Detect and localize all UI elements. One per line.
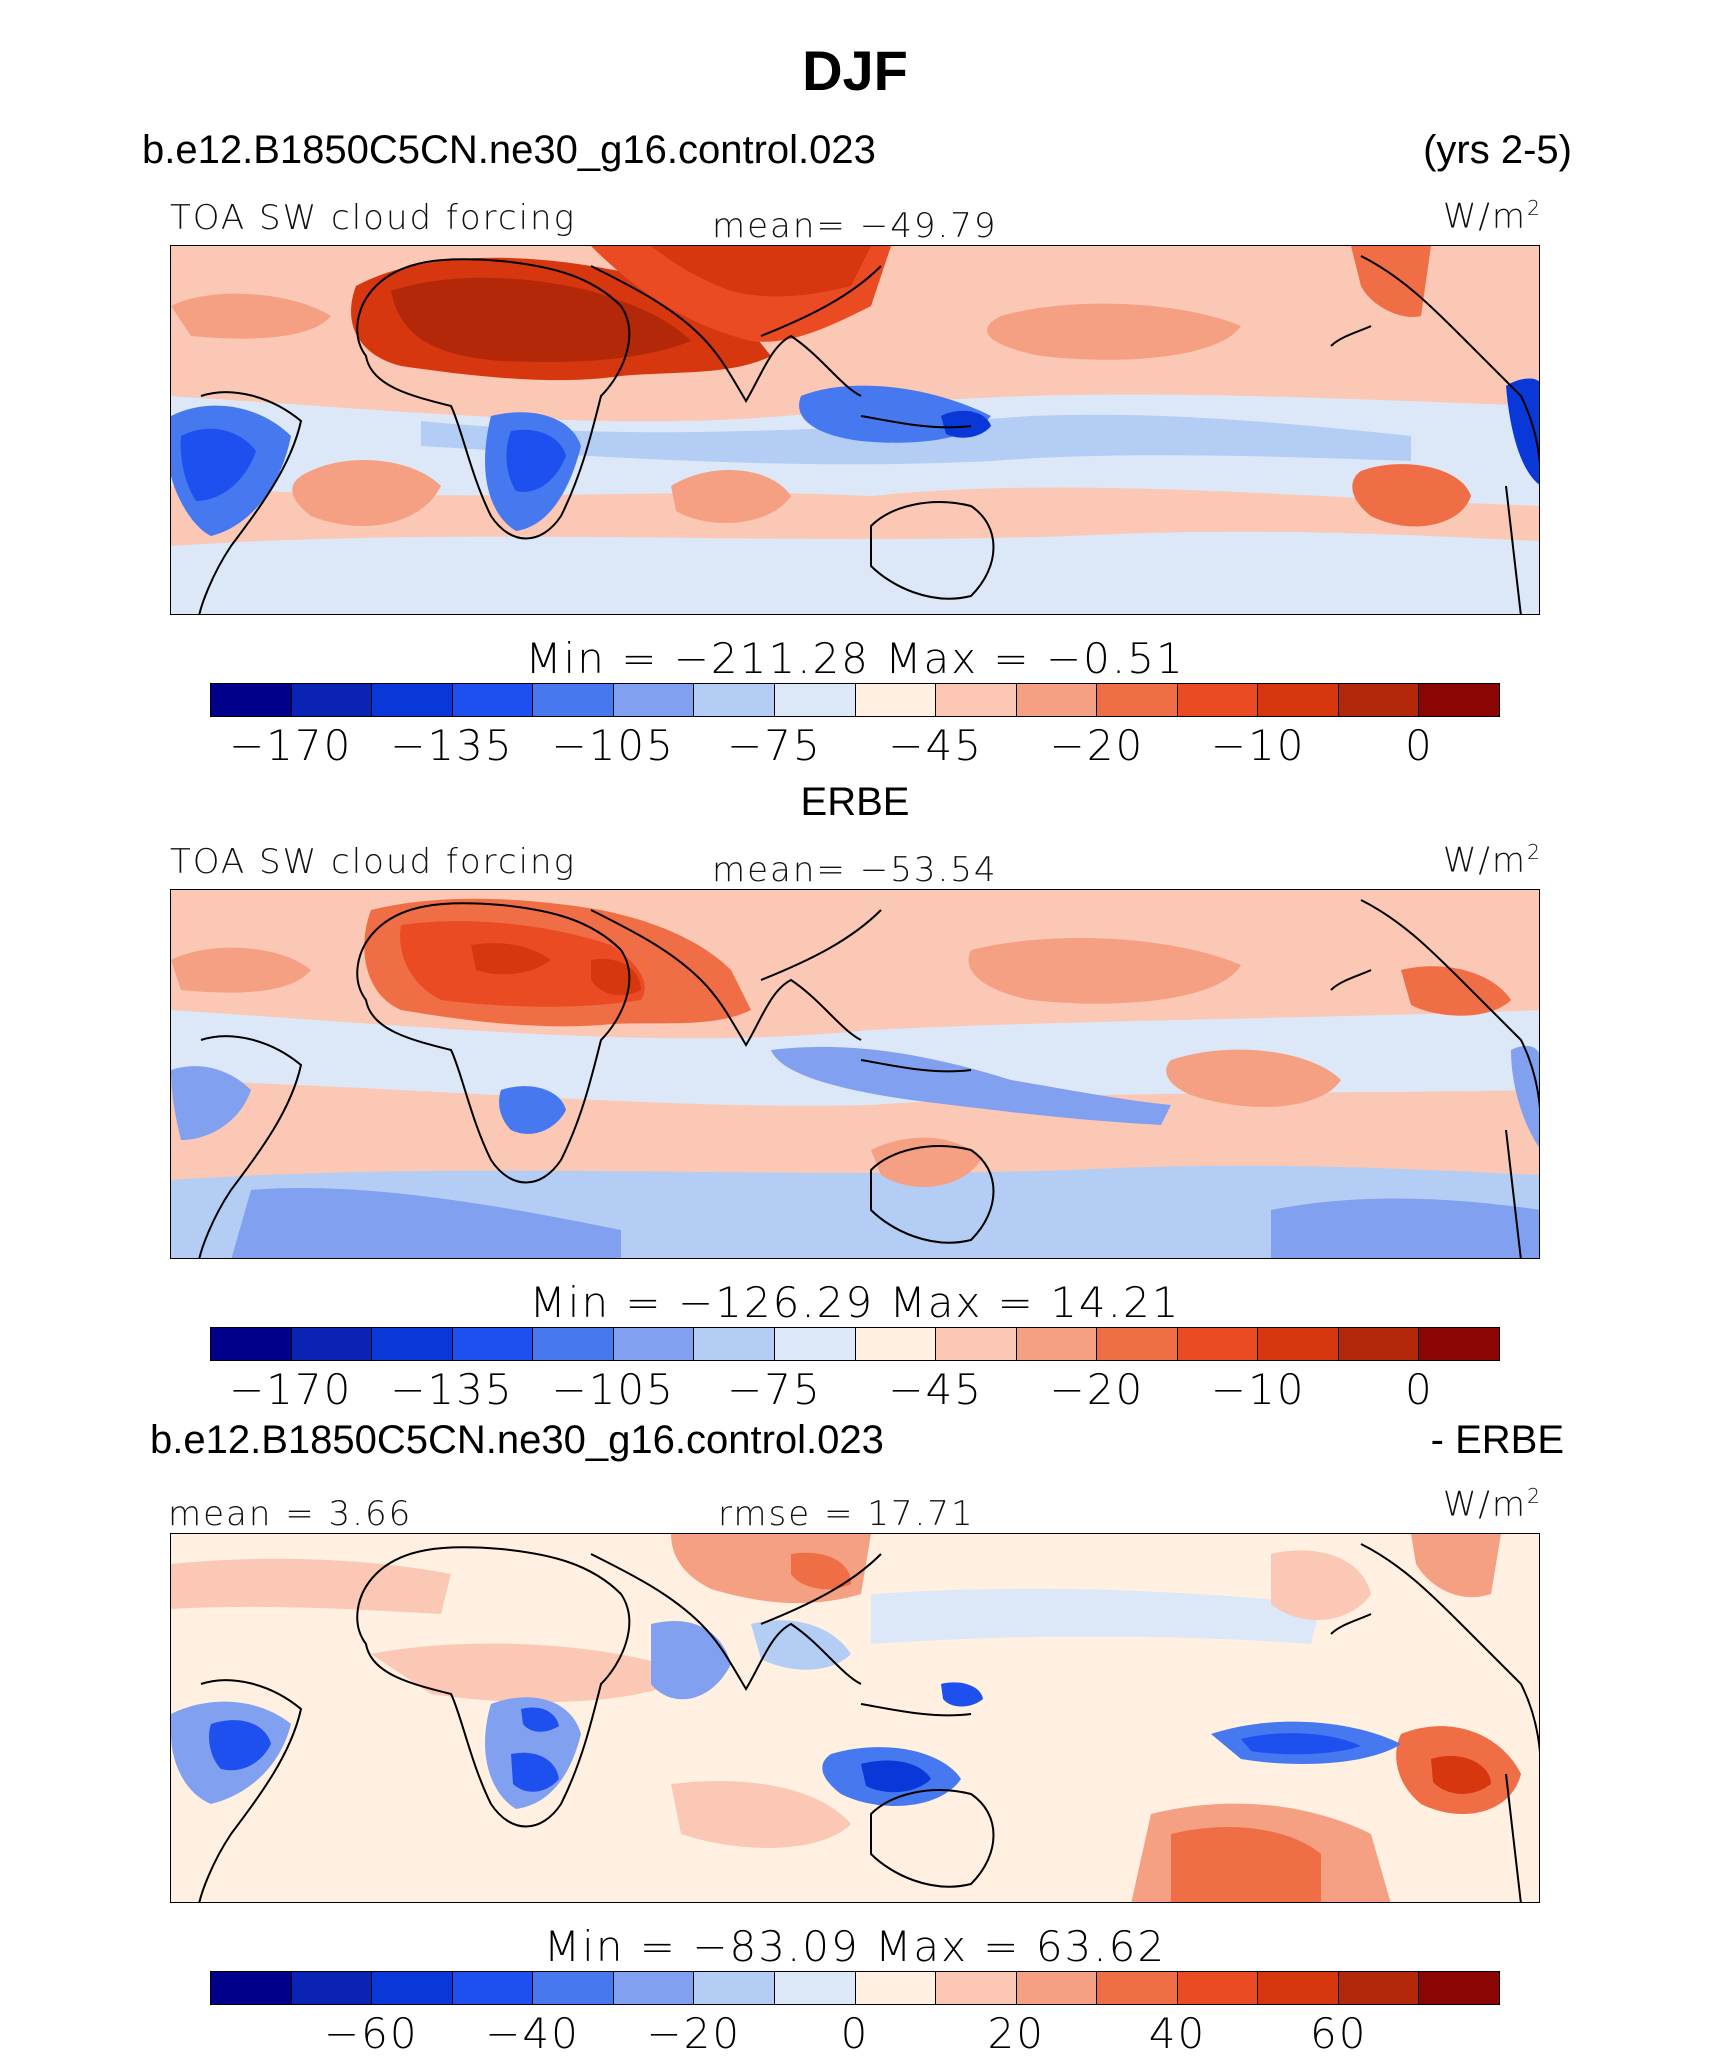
colorbar-tick-label: −40 <box>485 2009 580 2058</box>
colorbar-cell <box>533 684 614 716</box>
panel3-mean-label: mean = 3.66 <box>168 1494 413 1534</box>
colorbar-tick-label: 0 <box>1405 721 1434 770</box>
colorbar-cell <box>936 684 1017 716</box>
panel3-units-label: W/m2 <box>1442 1484 1542 1525</box>
colorbar-cell <box>694 1972 775 2004</box>
colorbar-cell <box>1177 684 1259 716</box>
colorbar-cell <box>694 684 775 716</box>
colorbar-cell <box>211 684 292 716</box>
colorbar-cell <box>1419 1328 1499 1360</box>
colorbar-cell <box>1016 1972 1098 2004</box>
panel2-mean-label: mean= −53.54 <box>712 850 998 890</box>
colorbar-cell <box>855 1972 937 2004</box>
panel3-minmax-label: Min = −83.09 Max = 63.62 <box>543 1922 1167 1971</box>
colorbar-tick-label: −45 <box>888 721 983 770</box>
colorbar-cell <box>774 684 856 716</box>
colorbar-cell <box>452 1328 534 1360</box>
panel2-minmax-label: Min = −126.29 Max = 14.21 <box>529 1278 1181 1327</box>
colorbar-tick-label: −105 <box>551 721 675 770</box>
colorbar-tick-label: −10 <box>1210 721 1306 770</box>
panel2-map <box>170 889 1540 1259</box>
colorbar-tick-label: 20 <box>987 2009 1045 2058</box>
colorbar-cell <box>291 1328 373 1360</box>
colorbar-cell <box>1338 684 1420 716</box>
panel1-minmax-label: Min = −211.28 Max = −0.51 <box>525 634 1185 683</box>
panel1-colorbar <box>210 683 1500 717</box>
colorbar-tick-label: −105 <box>551 1365 675 1414</box>
colorbar-cell <box>1097 1328 1178 1360</box>
colorbar-cell <box>372 1328 453 1360</box>
colorbar-cell <box>291 1972 373 2004</box>
colorbar-cell <box>855 1328 937 1360</box>
panel3-colorbar <box>210 1971 1500 2005</box>
colorbar-tick-label: 40 <box>1148 2009 1207 2058</box>
colorbar-cell <box>936 1972 1017 2004</box>
colorbar-cell <box>533 1972 614 2004</box>
colorbar-tick-label: 0 <box>840 2009 870 2058</box>
colorbar-cell <box>211 1328 292 1360</box>
page-title: DJF <box>802 39 908 102</box>
panel1-mean-label: mean= −49.79 <box>712 206 998 246</box>
colorbar-cell <box>291 684 373 716</box>
colorbar-cell <box>1016 684 1098 716</box>
colorbar-tick-label: −75 <box>727 721 822 770</box>
panel1-case-name: b.e12.B1850C5CN.ne30_g16.control.023 <box>142 128 876 172</box>
colorbar-cell <box>774 1972 856 2004</box>
panel2-variable-label: TOA SW cloud forcing <box>170 842 576 882</box>
colorbar-cell <box>1419 684 1499 716</box>
colorbar-cell <box>1097 684 1178 716</box>
colorbar-cell <box>452 1972 534 2004</box>
panel1-units-label: W/m2 <box>1442 196 1542 237</box>
colorbar-cell <box>1419 1972 1499 2004</box>
colorbar-cell <box>613 1972 695 2004</box>
colorbar-cell <box>1016 1328 1098 1360</box>
colorbar-cell <box>1258 1972 1339 2004</box>
colorbar-tick-label: −75 <box>727 1365 822 1414</box>
panel3-rmse-label: rmse = 17.71 <box>718 1494 975 1534</box>
colorbar-tick-label: −170 <box>228 721 353 770</box>
colorbar-tick-label: −135 <box>390 1365 514 1414</box>
colorbar-tick-label: −45 <box>888 1365 983 1414</box>
panel2-units-label: W/m2 <box>1442 840 1542 881</box>
panel3-minus-label: - ERBE <box>1430 1418 1564 1462</box>
colorbar-cell <box>372 684 453 716</box>
colorbar-tick-label: −170 <box>228 1365 353 1414</box>
colorbar-cell <box>1258 1328 1339 1360</box>
colorbar-cell <box>1338 1972 1420 2004</box>
colorbar-cell <box>452 684 534 716</box>
colorbar-cell <box>1258 684 1339 716</box>
colorbar-cell <box>1177 1328 1259 1360</box>
colorbar-tick-label: −135 <box>390 721 514 770</box>
colorbar-cell <box>855 684 937 716</box>
panel1-map <box>170 245 1540 615</box>
colorbar-tick-label: 0 <box>1405 1365 1434 1414</box>
colorbar-tick-label: −20 <box>1049 721 1145 770</box>
colorbar-tick-label: −20 <box>646 2009 742 2058</box>
panel3-case-name: b.e12.B1850C5CN.ne30_g16.control.023 <box>150 1418 884 1462</box>
colorbar-tick-label: −10 <box>1210 1365 1306 1414</box>
colorbar-cell <box>936 1328 1017 1360</box>
colorbar-cell <box>1177 1972 1259 2004</box>
colorbar-tick-label: −60 <box>323 2009 419 2058</box>
colorbar-cell <box>372 1972 453 2004</box>
colorbar-cell <box>1097 1972 1178 2004</box>
panel1-variable-label: TOA SW cloud forcing <box>170 198 576 238</box>
colorbar-cell <box>1338 1328 1420 1360</box>
colorbar-tick-label: 60 <box>1310 2009 1368 2058</box>
panel1-years-label: (yrs 2-5) <box>1423 128 1572 172</box>
panel2-colorbar <box>210 1327 1500 1361</box>
colorbar-cell <box>774 1328 856 1360</box>
panel3-map <box>170 1533 1540 1903</box>
colorbar-cell <box>613 684 695 716</box>
colorbar-cell <box>211 1972 292 2004</box>
colorbar-cell <box>694 1328 775 1360</box>
colorbar-cell <box>613 1328 695 1360</box>
panel2-case-name: ERBE <box>800 780 910 824</box>
colorbar-tick-label: −20 <box>1049 1365 1145 1414</box>
colorbar-cell <box>533 1328 614 1360</box>
